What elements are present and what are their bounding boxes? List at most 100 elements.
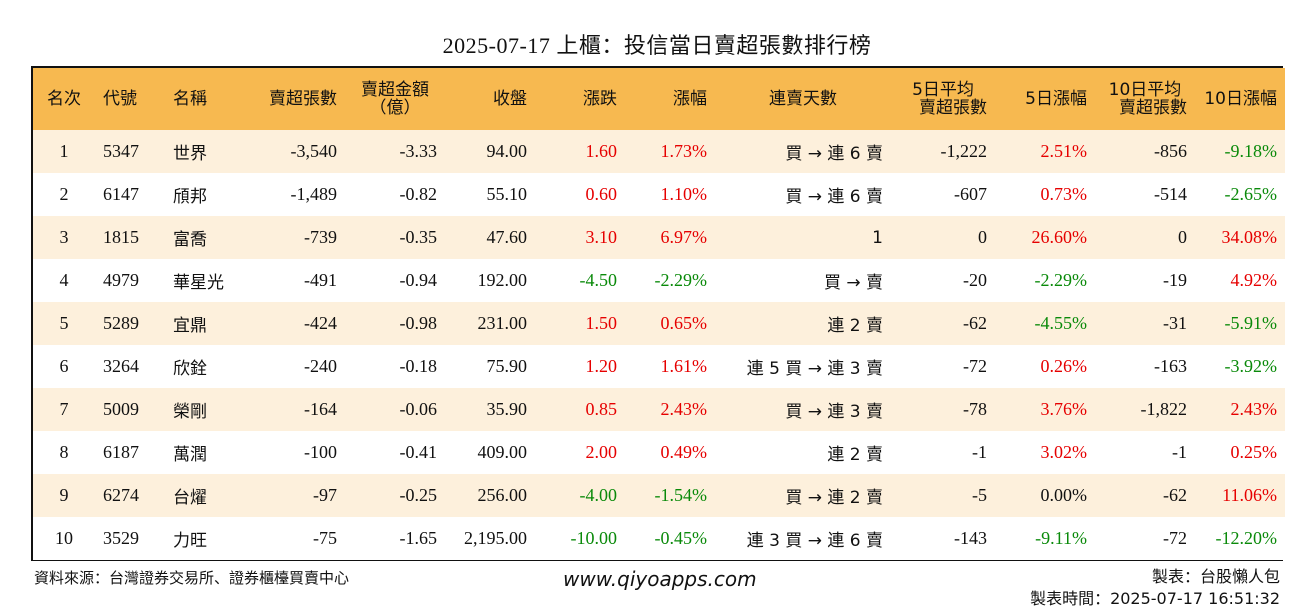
timestamp: 製表時間：2025-07-17 16:51:32: [1030, 589, 1280, 608]
sell-lots-cell: -491: [304, 270, 337, 290]
table-row: 3 1815 富喬 -739 -0.35 47.60 3.10 6.97% 1 0 26.60% 0 3…: [33, 216, 1285, 259]
sell-lots-cell: -3,540: [290, 141, 338, 161]
sell-lots-cell: -97: [313, 485, 337, 505]
website-link[interactable]: www.qiyoapps.com: [563, 567, 757, 591]
sell-amount-cell: -3.33: [399, 141, 438, 161]
rank-cell: 6: [59, 356, 69, 376]
sell-lots-cell: -240: [304, 356, 337, 376]
pct-cell: -1.54%: [654, 485, 708, 505]
avg10-cell: -514: [1154, 184, 1187, 204]
pct-cell: 6.97%: [660, 227, 708, 247]
table-row: 5 5289 宜鼎 -424 -0.98 231.00 1.50 0.65% 連 2 賣 -62 -…: [33, 302, 1285, 345]
close-cell: 47.60: [486, 227, 528, 247]
col-streak-header: 連賣天數: [769, 89, 837, 109]
rank-cell: 2: [59, 184, 69, 204]
table-row: 4 4979 華星光 -491 -0.94 192.00 -4.50 -2.29% 買 → 賣 -…: [33, 259, 1285, 302]
sell-amount-cell: -0.94: [399, 270, 438, 290]
data-source: 資料來源：台灣證券交易所、證券櫃檯買賣中心: [34, 569, 350, 587]
pct5-cell: 0.73%: [1040, 184, 1088, 204]
col-avg10-header: 10日平均 賣超張數: [1095, 68, 1195, 130]
rank-cell: 8: [59, 442, 69, 462]
name-cell: 宜鼎: [173, 316, 207, 336]
sell-lots-cell: -1,489: [290, 184, 338, 204]
avg10-cell: -856: [1154, 141, 1187, 161]
name-cell: 富喬: [173, 230, 207, 250]
col-rank-header: 名次: [47, 89, 81, 109]
rank-cell: 1: [59, 141, 69, 161]
avg5-cell: -1,222: [940, 141, 988, 161]
col-sell-amount-line2: （億）: [369, 98, 421, 118]
footer-credits: 製表：台股懶人包 製表時間：2025-07-17 16:51:32: [1030, 566, 1280, 610]
change-cell: -4.00: [579, 485, 618, 505]
change-cell: 0.60: [585, 184, 618, 204]
avg5-cell: -5: [972, 485, 987, 505]
pct5-cell: -9.11%: [1035, 528, 1087, 548]
name-cell: 榮剛: [173, 402, 207, 422]
change-cell: 1.60: [585, 141, 618, 161]
pct10-cell: 2.43%: [1230, 399, 1278, 419]
pct5-cell: 0.26%: [1040, 356, 1088, 376]
sell-lots-cell: -75: [313, 528, 337, 548]
sell-lots-cell: -424: [304, 313, 337, 333]
close-cell: 256.00: [477, 485, 528, 505]
pct5-cell: -4.55%: [1034, 313, 1088, 333]
pct-cell: -2.29%: [654, 270, 708, 290]
table-row: 10 3529 力旺 -75 -1.65 2,195.00 -10.00 -0.45% 連 3 …: [33, 517, 1285, 560]
col-avg10-line2: 賣超張數: [1119, 98, 1187, 118]
col-sell-amount-header: 賣超金額 （億）: [345, 68, 445, 130]
col-name-header: 名稱: [173, 89, 207, 109]
pct10-cell: 0.25%: [1230, 442, 1278, 462]
streak-cell: 買 → 連 6 賣: [785, 187, 883, 207]
pct5-cell: 0.00%: [1040, 485, 1088, 505]
pct5-cell: 3.02%: [1040, 442, 1088, 462]
table-row: 1 5347 世界 -3,540 -3.33 94.00 1.60 1.73% 買 → 連 6 …: [33, 130, 1285, 173]
avg10-cell: -31: [1163, 313, 1187, 333]
col-change-header: 漲跌: [583, 89, 617, 109]
sell-lots-cell: -739: [304, 227, 337, 247]
table-row: 7 5009 榮剛 -164 -0.06 35.90 0.85 2.43% 買 → 連 3 賣 -…: [33, 388, 1285, 431]
avg5-cell: -1: [972, 442, 987, 462]
code-cell: 5009: [103, 399, 139, 419]
code-cell: 5347: [103, 141, 139, 161]
change-cell: 3.10: [585, 227, 618, 247]
rank-cell: 7: [59, 399, 69, 419]
avg10-cell: -1,822: [1140, 399, 1188, 419]
pct5-cell: 2.51%: [1040, 141, 1088, 161]
close-cell: 94.00: [486, 141, 528, 161]
sell-amount-cell: -0.82: [399, 184, 438, 204]
sell-amount-cell: -0.25: [399, 485, 438, 505]
ranking-table: 名次 代號 名稱 賣超張數 賣超金額 （億） 收盤 漲跌 漲幅 連賣天數 5日平…: [31, 66, 1285, 561]
avg10-cell: -1: [1172, 442, 1187, 462]
rank-cell: 10: [55, 528, 73, 548]
col-pct5-header: 5日漲幅: [1025, 89, 1087, 109]
pct-cell: 1.61%: [660, 356, 708, 376]
name-cell: 欣銓: [173, 359, 207, 379]
code-cell: 3529: [103, 528, 139, 548]
pct10-cell: -2.65%: [1224, 184, 1278, 204]
name-cell: 頎邦: [173, 187, 207, 207]
avg10-cell: -72: [1163, 528, 1187, 548]
table-body: 1 5347 世界 -3,540 -3.33 94.00 1.60 1.73% 買 → 連 6 …: [33, 130, 1285, 560]
close-cell: 231.00: [477, 313, 528, 333]
rank-cell: 9: [59, 485, 69, 505]
avg5-cell: -143: [954, 528, 987, 548]
close-cell: 409.00: [477, 442, 528, 462]
streak-cell: 買 → 賣: [823, 273, 883, 293]
streak-cell: 連 3 買 → 連 6 賣: [746, 531, 883, 551]
pct-cell: 2.43%: [660, 399, 708, 419]
change-cell: -10.00: [570, 528, 618, 548]
col-close-header: 收盤: [493, 89, 527, 109]
avg5-cell: -62: [963, 313, 987, 333]
col-avg5-header: 5日平均 賣超張數: [891, 68, 995, 130]
streak-cell: 1: [872, 227, 883, 248]
streak-cell: 買 → 連 6 賣: [785, 144, 883, 164]
close-cell: 2,195.00: [464, 528, 527, 548]
rank-cell: 4: [59, 270, 69, 290]
col-pct10-header: 10日漲幅: [1204, 89, 1277, 109]
code-cell: 5289: [103, 313, 139, 333]
close-cell: 192.00: [477, 270, 528, 290]
table-row: 2 6147 頎邦 -1,489 -0.82 55.10 0.60 1.10% 買 → 連 6 …: [33, 173, 1285, 216]
col-sell-lots-header: 賣超張數: [269, 89, 337, 109]
avg5-cell: 0: [978, 227, 987, 247]
change-cell: -4.50: [579, 270, 618, 290]
